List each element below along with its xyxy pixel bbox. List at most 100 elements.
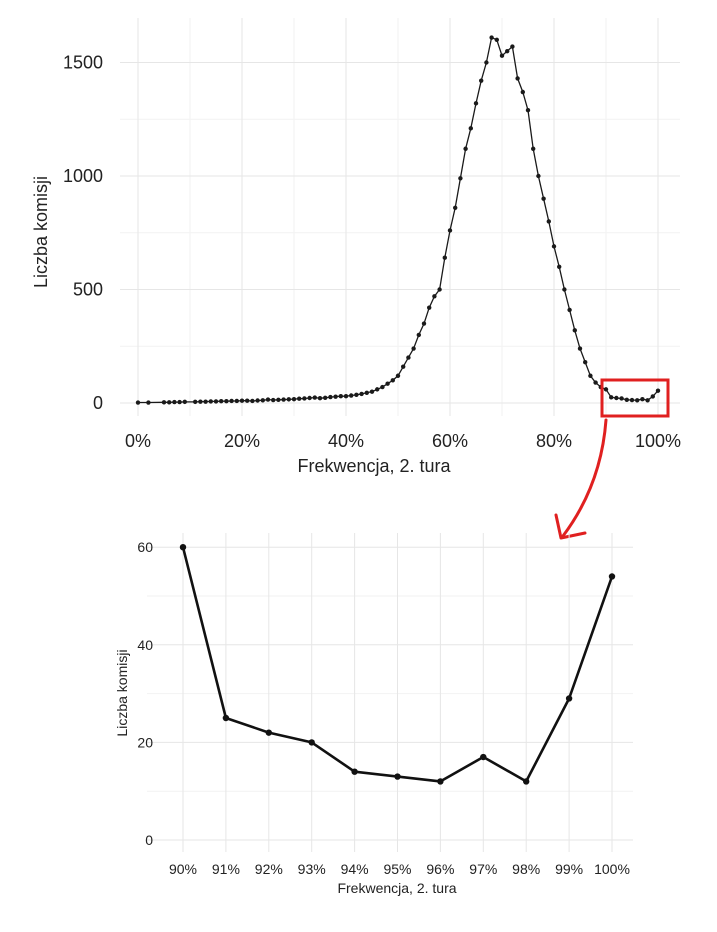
data-point [458, 176, 463, 181]
data-point [179, 544, 187, 551]
data-point [629, 397, 635, 403]
data-point [177, 399, 182, 405]
data-point [447, 228, 453, 233]
data-point [411, 346, 416, 351]
data-point [351, 768, 358, 775]
x-tick-label: 93% [298, 861, 326, 877]
data-point [276, 397, 281, 403]
zoomed-x-ticks: 90% 91% 92% 93% 94% 95% 96% 97% 98% 99% 100% [169, 861, 630, 877]
data-point [520, 89, 525, 95]
data-point [291, 396, 297, 402]
data-point [494, 37, 499, 42]
x-tick-label: 92% [255, 861, 283, 877]
data-point [333, 394, 338, 399]
data-point [369, 389, 375, 394]
data-point [182, 399, 187, 405]
data-point [167, 400, 172, 405]
data-point [437, 287, 442, 292]
data-point [473, 101, 479, 106]
data-point [463, 146, 468, 151]
y-tick-label: 0 [93, 393, 103, 413]
data-point [479, 78, 484, 83]
data-point [577, 346, 583, 351]
data-point [421, 321, 427, 326]
data-point [234, 398, 239, 404]
x-tick-label: 60% [432, 431, 468, 451]
data-point [525, 107, 531, 113]
data-point [565, 695, 573, 702]
data-point [198, 399, 203, 404]
overview-grid [120, 18, 680, 416]
data-point [505, 48, 510, 54]
x-tick-label: 90% [169, 861, 197, 877]
zoomed-x-axis-title: Frekwencja, 2. tura [337, 880, 456, 896]
data-point [146, 400, 151, 405]
overview-points [135, 35, 661, 405]
overview-x-axis-title: Frekwencja, 2. tura [297, 456, 451, 476]
y-tick-label: 1500 [63, 53, 103, 73]
data-point [354, 392, 359, 398]
x-tick-label: 94% [341, 861, 369, 877]
x-tick-label: 99% [555, 861, 583, 877]
data-point [286, 397, 291, 402]
y-tick-label: 500 [73, 280, 103, 300]
data-point [489, 35, 494, 40]
data-point [510, 44, 515, 49]
data-point [308, 739, 315, 746]
data-point [239, 398, 245, 403]
data-point [603, 387, 609, 392]
x-tick-label: 96% [426, 861, 454, 877]
data-point [135, 400, 141, 405]
data-point [193, 399, 198, 405]
data-point [172, 399, 177, 405]
x-tick-label: 20% [224, 431, 260, 451]
zoom-annotation [554, 378, 670, 540]
data-point [609, 395, 614, 400]
y-tick-label: 20 [137, 734, 153, 750]
data-point [583, 359, 588, 365]
data-point [219, 398, 224, 404]
data-point [281, 397, 286, 402]
y-tick-label: 40 [137, 637, 153, 653]
data-point [349, 393, 354, 398]
data-point [588, 373, 593, 378]
data-point [224, 398, 229, 404]
x-tick-label: 0% [125, 431, 151, 451]
data-point [557, 264, 562, 269]
data-point [416, 332, 421, 338]
zoomed-grid [147, 533, 633, 852]
x-tick-label: 80% [536, 431, 572, 451]
data-point [645, 398, 650, 403]
zoomed-chart: 90% 91% 92% 93% 94% 95% 96% 97% 98% 99% 100% 0 20 40… [114, 533, 633, 896]
data-point [213, 399, 219, 404]
data-point [499, 53, 505, 58]
x-tick-label: 100% [594, 861, 630, 877]
data-point [536, 173, 541, 179]
data-point [655, 388, 661, 393]
data-point [390, 378, 395, 383]
data-point [343, 393, 349, 399]
data-point [437, 778, 444, 785]
data-point [297, 396, 302, 401]
data-point [401, 364, 406, 369]
data-point [338, 393, 343, 399]
x-tick-label: 91% [212, 861, 240, 877]
data-point [640, 396, 645, 402]
data-point [614, 395, 619, 401]
data-point [203, 399, 208, 404]
x-tick-label: 40% [328, 431, 364, 451]
x-tick-label: 97% [469, 861, 497, 877]
y-tick-label: 1000 [63, 166, 103, 186]
data-point [572, 328, 577, 333]
data-point [562, 287, 567, 292]
y-tick-label: 60 [137, 539, 153, 555]
data-point [395, 373, 401, 378]
data-point [271, 397, 276, 403]
data-point [523, 778, 530, 785]
overview-y-ticks: 0 500 1000 1500 [63, 53, 103, 414]
data-point [624, 397, 629, 403]
data-point [208, 399, 213, 404]
data-point [608, 573, 616, 580]
data-point [468, 126, 473, 131]
